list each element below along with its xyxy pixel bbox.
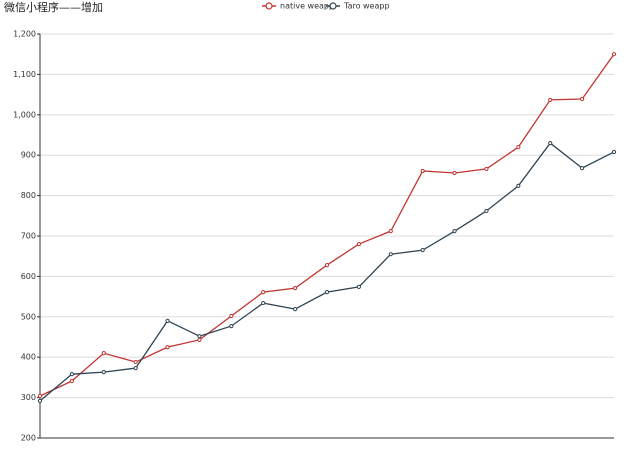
point	[101, 351, 106, 356]
y-tick-label: 400	[21, 353, 36, 362]
y-tick-label: 700	[21, 232, 36, 241]
y-tick-label: 1,100	[13, 70, 36, 79]
point	[293, 307, 298, 312]
point	[356, 241, 361, 247]
y-tick-label: 1,200	[13, 30, 36, 39]
point	[133, 359, 138, 365]
legend-label: native weapp	[280, 2, 334, 11]
chart-title: 微信小程序——增加	[4, 0, 103, 14]
y-tick-label: 300	[21, 393, 36, 402]
line	[39, 53, 615, 397]
point	[611, 52, 617, 57]
point	[484, 166, 489, 172]
line	[39, 142, 615, 402]
point	[388, 252, 393, 257]
point	[611, 149, 617, 155]
point	[324, 290, 330, 295]
point	[548, 140, 553, 146]
y-tick-label: 1,000	[13, 110, 36, 119]
point	[261, 300, 266, 306]
point	[101, 370, 106, 375]
point	[133, 366, 138, 371]
y-tick-label: 800	[21, 191, 36, 200]
point	[356, 284, 361, 290]
point	[324, 262, 330, 268]
point	[452, 170, 457, 176]
legend-label: Taro weapp	[343, 2, 390, 11]
point	[165, 318, 170, 323]
y-tick-label: 500	[21, 312, 36, 321]
point	[420, 168, 425, 174]
y-tick-label: 900	[21, 151, 36, 160]
point	[197, 334, 202, 339]
point	[37, 393, 43, 399]
point	[516, 145, 521, 150]
point	[580, 96, 585, 102]
point	[37, 398, 43, 403]
point	[452, 229, 457, 234]
point	[516, 183, 521, 189]
point	[69, 372, 74, 377]
point	[580, 166, 585, 171]
y-tick-label: 200	[21, 434, 36, 443]
point	[165, 345, 170, 350]
point	[293, 286, 298, 291]
point	[261, 290, 266, 295]
point	[69, 378, 74, 384]
point	[197, 337, 202, 342]
point	[229, 323, 234, 329]
point	[229, 313, 234, 319]
point	[420, 248, 425, 253]
point	[484, 208, 489, 214]
point	[388, 229, 393, 234]
legend-marker	[265, 2, 273, 10]
legend-marker	[329, 2, 337, 10]
point	[548, 97, 553, 102]
y-tick-label: 600	[21, 272, 36, 281]
